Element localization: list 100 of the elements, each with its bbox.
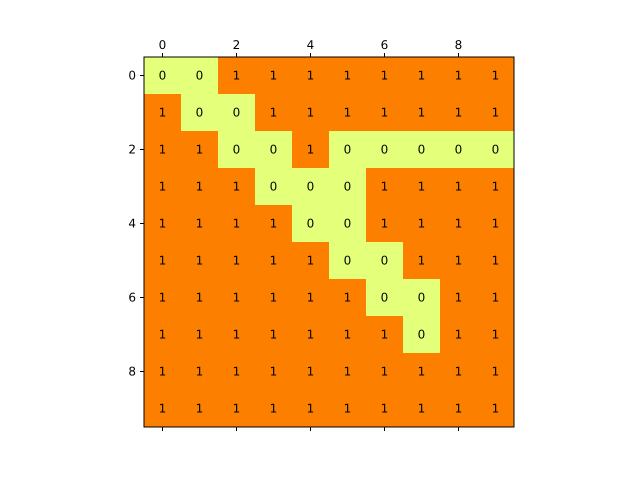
x-tick-label: 0: [158, 38, 166, 52]
data-label: 1: [270, 402, 278, 416]
data-label: 1: [158, 364, 166, 378]
data-label: 1: [232, 290, 240, 304]
data-label: 1: [196, 254, 204, 268]
data-label: 1: [454, 216, 462, 230]
data-label: 1: [454, 180, 462, 194]
data-label: 1: [232, 364, 240, 378]
y-tick-label: 0: [128, 68, 136, 82]
data-label: 1: [270, 254, 278, 268]
data-label: 1: [158, 106, 166, 120]
data-label: 1: [492, 68, 500, 82]
data-label: 1: [232, 328, 240, 342]
data-label: 1: [270, 68, 278, 82]
data-label: 1: [196, 180, 204, 194]
data-label: 0: [270, 180, 278, 194]
data-label: 1: [454, 254, 462, 268]
y-tick-label: 4: [128, 216, 136, 230]
data-label: 1: [344, 328, 352, 342]
data-label: 0: [196, 106, 204, 120]
data-label: 1: [492, 106, 500, 120]
data-label: 1: [418, 68, 426, 82]
data-label: 1: [196, 290, 204, 304]
data-label: 1: [454, 290, 462, 304]
data-label: 1: [270, 216, 278, 230]
data-label: 1: [306, 290, 314, 304]
data-label: 1: [418, 254, 426, 268]
data-label: 1: [380, 106, 388, 120]
data-label: 0: [418, 328, 426, 342]
data-label: 0: [344, 254, 352, 268]
y-tick-label: 8: [128, 364, 136, 378]
data-label: 1: [232, 254, 240, 268]
x-tick-label: 8: [454, 38, 462, 52]
data-label: 1: [196, 142, 204, 156]
data-label: 0: [306, 180, 314, 194]
data-label: 1: [418, 402, 426, 416]
data-label: 1: [492, 290, 500, 304]
data-label: 0: [306, 216, 314, 230]
data-label: 1: [492, 254, 500, 268]
data-label: 0: [418, 142, 426, 156]
data-label: 0: [380, 254, 388, 268]
data-label: 1: [270, 106, 278, 120]
data-label: 1: [418, 216, 426, 230]
data-label: 1: [418, 180, 426, 194]
data-label: 1: [344, 68, 352, 82]
data-label: 1: [492, 402, 500, 416]
data-label: 0: [158, 68, 166, 82]
data-label: 1: [492, 216, 500, 230]
data-label: 0: [232, 142, 240, 156]
data-label: 1: [454, 402, 462, 416]
data-label: 1: [158, 402, 166, 416]
x-tick-label: 4: [306, 38, 314, 52]
data-label: 1: [158, 290, 166, 304]
data-label: 0: [380, 290, 388, 304]
data-label: 1: [454, 328, 462, 342]
data-label: 1: [306, 364, 314, 378]
data-label: 1: [270, 328, 278, 342]
data-label: 1: [344, 364, 352, 378]
y-tick-label: 2: [128, 142, 136, 156]
data-label: 1: [306, 142, 314, 156]
data-label: 0: [344, 142, 352, 156]
data-label: 1: [158, 142, 166, 156]
data-label: 0: [270, 142, 278, 156]
data-label: 1: [270, 290, 278, 304]
data-label: 1: [306, 68, 314, 82]
data-label: 1: [158, 216, 166, 230]
data-label: 0: [344, 216, 352, 230]
data-label: 1: [380, 68, 388, 82]
data-label: 1: [418, 364, 426, 378]
data-label: 1: [380, 216, 388, 230]
data-label: 1: [344, 402, 352, 416]
data-label: 1: [232, 402, 240, 416]
data-label: 1: [232, 68, 240, 82]
data-label: 0: [344, 180, 352, 194]
data-label: 0: [380, 142, 388, 156]
data-label: 1: [232, 216, 240, 230]
data-label: 1: [158, 254, 166, 268]
data-label: 1: [196, 216, 204, 230]
data-label: 1: [344, 106, 352, 120]
data-label: 1: [196, 364, 204, 378]
data-label: 1: [232, 180, 240, 194]
data-label: 1: [454, 68, 462, 82]
data-label: 1: [306, 328, 314, 342]
data-label: 1: [270, 364, 278, 378]
data-label: 1: [492, 180, 500, 194]
data-label: 1: [454, 106, 462, 120]
data-label: 1: [344, 290, 352, 304]
x-tick-label: 2: [232, 38, 240, 52]
data-label: 1: [418, 106, 426, 120]
data-label: 1: [492, 364, 500, 378]
data-label: 1: [380, 402, 388, 416]
data-label: 1: [306, 254, 314, 268]
data-label: 0: [492, 142, 500, 156]
x-tick-label: 6: [380, 38, 388, 52]
data-label: 1: [306, 106, 314, 120]
data-label: 0: [454, 142, 462, 156]
data-label: 1: [492, 328, 500, 342]
data-label: 0: [196, 68, 204, 82]
data-label: 1: [454, 364, 462, 378]
data-label: 1: [196, 328, 204, 342]
